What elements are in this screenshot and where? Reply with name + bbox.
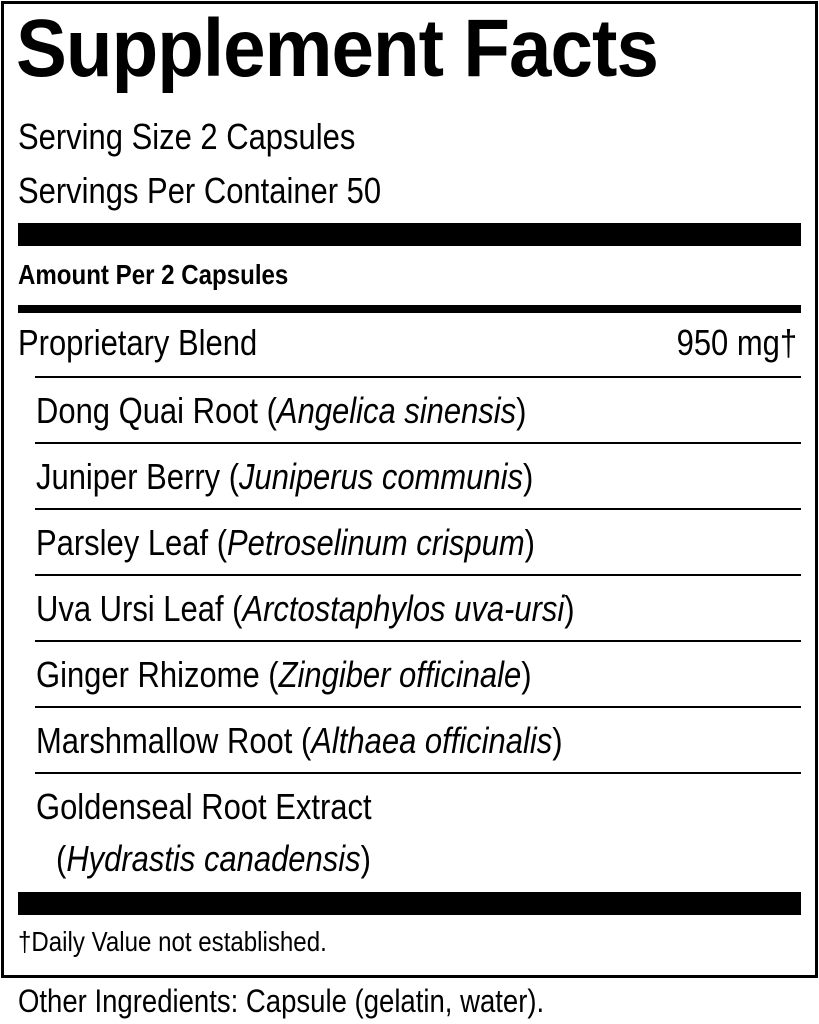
ingredient-name: Ginger Rhizome ( (36, 654, 279, 695)
row-divider (35, 376, 801, 378)
paren: ) (552, 720, 563, 761)
other-ingredients: Other Ingredients: Capsule (gelatin, wat… (18, 983, 545, 1019)
latin-name: Althaea officinalis (311, 720, 553, 761)
supplement-facts-panel (1, 1, 818, 978)
latin-name: Petroselinum crispum (227, 522, 525, 563)
paren: ) (564, 588, 575, 629)
latin-name: Arctostaphylos uva-ursi (242, 588, 565, 629)
row-divider (35, 772, 801, 774)
ingredient-row: Uva Ursi Leaf (Arctostaphylos uva-ursi) (36, 588, 575, 630)
ingredient-name: Juniper Berry ( (36, 456, 240, 497)
ingredient-name: Marshmallow Root ( (36, 720, 312, 761)
ingredient-name: Dong Quai Root ( (36, 390, 277, 431)
latin-name: Hydrastis canadensis (66, 838, 361, 879)
blend-name: Proprietary Blend (18, 322, 258, 363)
ingredient-row: Juniper Berry (Juniperus communis) (36, 456, 533, 498)
serving-size: Serving Size 2 Capsules (18, 116, 356, 157)
paren: ) (360, 838, 371, 879)
ingredient-latin-line: (Hydrastis canadensis) (56, 838, 371, 880)
paren: ) (516, 390, 527, 431)
ingredient-row: Marshmallow Root (Althaea officinalis) (36, 720, 563, 762)
ingredient-name: Parsley Leaf ( (36, 522, 228, 563)
row-divider (35, 640, 801, 642)
paren: ( (56, 838, 67, 879)
latin-name: Angelica sinensis (276, 390, 517, 431)
thick-divider (18, 223, 801, 246)
medium-divider (18, 305, 801, 313)
paren: ) (521, 654, 532, 695)
ingredient-row: Parsley Leaf (Petroselinum crispum) (36, 522, 535, 564)
ingredient-name: Uva Ursi Leaf ( (36, 588, 243, 629)
row-divider (35, 706, 801, 708)
paren: ) (522, 456, 534, 497)
servings-per-container: Servings Per Container 50 (18, 170, 382, 211)
thick-divider (18, 892, 801, 915)
amount-header: Amount Per 2 Capsules (18, 259, 289, 290)
ingredient-row: Dong Quai Root (Angelica sinensis) (36, 390, 526, 432)
ingredient-name: Goldenseal Root Extract (36, 786, 372, 827)
latin-name: Juniperus communis (239, 456, 523, 497)
blend-amount: 950 mg† (676, 322, 797, 363)
paren: ) (524, 522, 536, 563)
row-divider (35, 508, 801, 510)
ingredient-row: Ginger Rhizome (Zingiber officinale) (36, 654, 532, 696)
latin-name: Zingiber officinale (278, 654, 522, 695)
row-divider (35, 442, 801, 444)
footnote: †Daily Value not established. (18, 926, 327, 957)
panel-title: Supplement Facts (16, 3, 659, 94)
row-divider (35, 574, 801, 576)
